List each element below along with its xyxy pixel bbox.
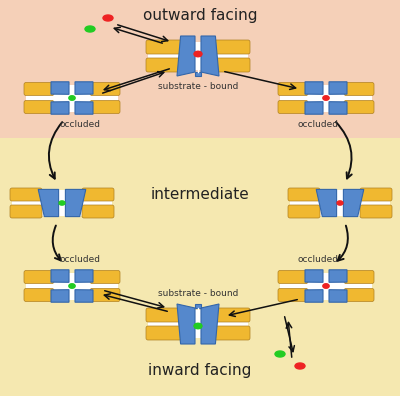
Polygon shape [305,270,323,282]
Polygon shape [305,82,323,94]
FancyBboxPatch shape [214,308,250,322]
FancyBboxPatch shape [10,205,42,218]
Bar [26,84,118,112]
Bar [26,272,118,299]
Bar [0,0,400,138]
FancyBboxPatch shape [214,40,250,54]
Polygon shape [75,82,93,94]
FancyBboxPatch shape [278,101,308,114]
Polygon shape [66,189,86,217]
Text: occluded: occluded [298,120,338,129]
Bar [280,272,372,299]
FancyBboxPatch shape [24,82,54,95]
Ellipse shape [295,363,305,369]
Bar [12,190,112,216]
Polygon shape [38,189,59,217]
FancyBboxPatch shape [24,289,54,301]
Polygon shape [75,270,93,282]
Bar [148,42,248,70]
FancyBboxPatch shape [146,308,182,322]
Ellipse shape [323,96,329,100]
Bar [148,310,248,338]
Polygon shape [329,102,347,114]
Polygon shape [329,290,347,302]
Polygon shape [177,36,195,76]
Polygon shape [195,304,201,308]
Text: substrate - bound: substrate - bound [158,82,238,91]
Ellipse shape [85,26,95,32]
FancyBboxPatch shape [146,58,182,72]
Polygon shape [329,82,347,94]
Polygon shape [195,72,201,76]
FancyBboxPatch shape [82,188,114,201]
FancyBboxPatch shape [288,205,320,218]
Ellipse shape [337,201,343,205]
Polygon shape [316,189,337,217]
Text: outward facing: outward facing [143,8,257,23]
FancyBboxPatch shape [278,82,308,95]
Ellipse shape [103,15,113,21]
Ellipse shape [194,51,202,57]
FancyBboxPatch shape [146,326,182,340]
FancyBboxPatch shape [344,270,374,284]
Text: occluded: occluded [60,120,100,129]
Polygon shape [305,290,323,302]
Text: occluded: occluded [298,255,338,264]
Text: substrate - bound: substrate - bound [158,289,238,298]
FancyBboxPatch shape [24,270,54,284]
Polygon shape [329,270,347,282]
FancyBboxPatch shape [90,270,120,284]
FancyBboxPatch shape [146,40,182,54]
Polygon shape [343,189,364,217]
FancyBboxPatch shape [10,188,42,201]
Text: intermediate: intermediate [151,187,249,202]
FancyBboxPatch shape [214,326,250,340]
Bar [0,138,400,268]
Polygon shape [75,102,93,114]
FancyBboxPatch shape [24,101,54,114]
Ellipse shape [194,323,202,329]
Polygon shape [177,304,195,344]
FancyBboxPatch shape [344,82,374,95]
Polygon shape [51,82,69,94]
Bar [290,190,390,216]
Ellipse shape [69,284,75,288]
Polygon shape [305,102,323,114]
FancyBboxPatch shape [360,205,392,218]
FancyBboxPatch shape [278,270,308,284]
Polygon shape [201,36,219,76]
FancyBboxPatch shape [82,205,114,218]
FancyBboxPatch shape [90,101,120,114]
Bar [0,268,400,396]
Ellipse shape [59,201,65,205]
FancyBboxPatch shape [278,289,308,301]
FancyBboxPatch shape [214,58,250,72]
Polygon shape [51,290,69,302]
FancyBboxPatch shape [344,289,374,301]
FancyBboxPatch shape [90,82,120,95]
Polygon shape [51,102,69,114]
FancyBboxPatch shape [288,188,320,201]
FancyBboxPatch shape [360,188,392,201]
Polygon shape [201,304,219,344]
Text: occluded: occluded [60,255,100,264]
Bar [280,84,372,112]
FancyBboxPatch shape [344,101,374,114]
Ellipse shape [275,351,285,357]
Ellipse shape [69,96,75,100]
FancyBboxPatch shape [90,289,120,301]
Polygon shape [51,270,69,282]
Text: inward facing: inward facing [148,363,252,378]
Polygon shape [75,290,93,302]
Ellipse shape [323,284,329,288]
